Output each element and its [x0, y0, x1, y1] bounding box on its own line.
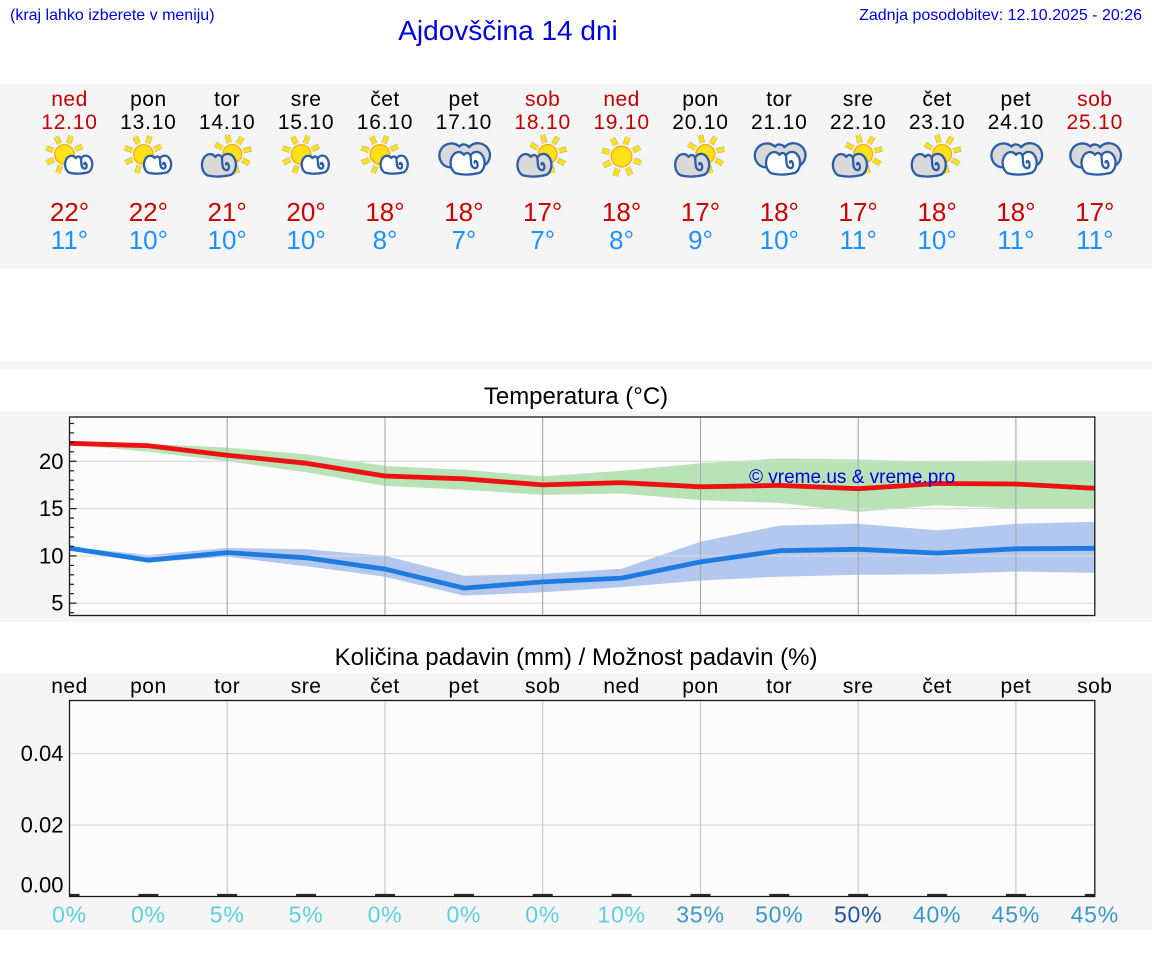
svg-text:5%: 5% [210, 901, 245, 927]
svg-text:10: 10 [39, 543, 63, 568]
svg-text:ned: ned [603, 675, 640, 698]
svg-text:0%: 0% [525, 901, 560, 927]
svg-text:sob: sob [525, 675, 560, 698]
svg-text:0%: 0% [131, 901, 166, 927]
svg-text:© vreme.us & vreme.pro: © vreme.us & vreme.pro [749, 467, 955, 488]
svg-text:5: 5 [51, 591, 63, 616]
svg-text:35%: 35% [676, 901, 724, 927]
svg-text:pet: pet [449, 675, 480, 698]
svg-text:čet: čet [922, 675, 952, 698]
svg-text:čet: čet [370, 675, 400, 698]
svg-text:0%: 0% [52, 901, 87, 927]
svg-text:20: 20 [39, 449, 63, 474]
svg-text:45%: 45% [1071, 901, 1119, 927]
svg-text:0.02: 0.02 [21, 813, 64, 838]
svg-text:0.00: 0.00 [21, 873, 64, 898]
svg-text:pet: pet [1001, 675, 1032, 698]
svg-text:0.04: 0.04 [21, 741, 64, 766]
svg-text:0%: 0% [446, 901, 481, 927]
svg-text:40%: 40% [913, 901, 961, 927]
svg-text:sob: sob [1077, 675, 1112, 698]
svg-text:sre: sre [843, 675, 874, 698]
svg-text:15: 15 [39, 496, 63, 521]
svg-text:10%: 10% [597, 901, 645, 927]
svg-text:pon: pon [130, 675, 167, 698]
svg-text:5%: 5% [289, 901, 324, 927]
svg-text:tor: tor [766, 675, 792, 698]
svg-text:sre: sre [291, 675, 322, 698]
svg-text:0%: 0% [368, 901, 403, 927]
svg-text:ned: ned [51, 675, 88, 698]
svg-text:tor: tor [214, 675, 240, 698]
svg-text:50%: 50% [755, 901, 803, 927]
svg-text:45%: 45% [992, 901, 1040, 927]
svg-text:50%: 50% [834, 901, 882, 927]
svg-text:pon: pon [682, 675, 719, 698]
